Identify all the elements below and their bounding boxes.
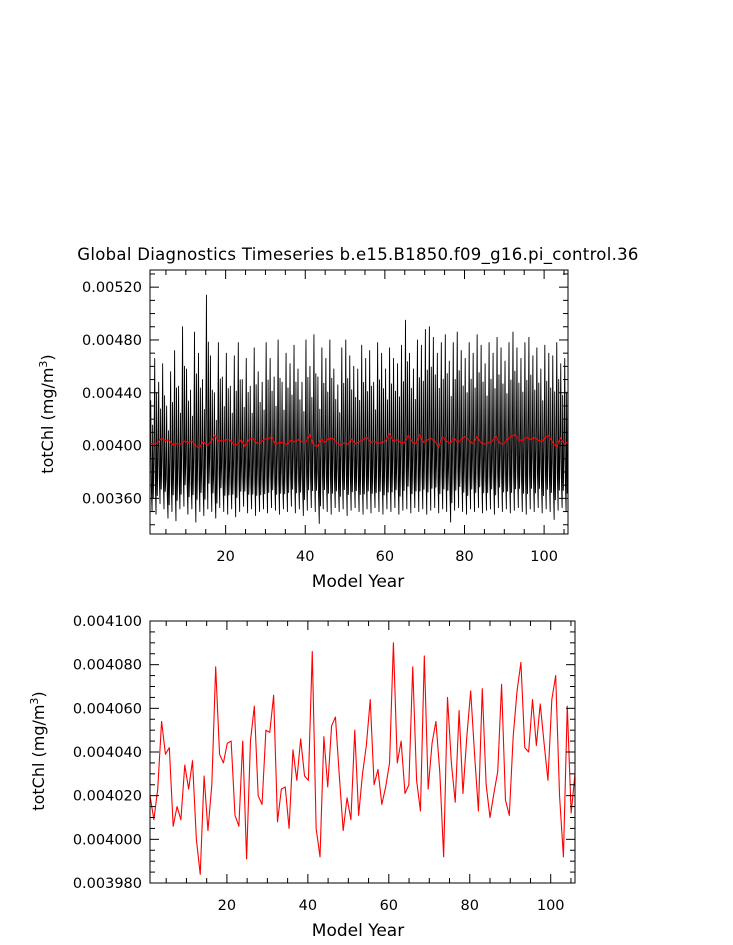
axes-top: 20 40 60 80 100 0.00360 0.00400 0.00440 0.00480 0… xyxy=(82,269,569,565)
y-tick-label: 0.004100 xyxy=(73,614,142,630)
x-tick-label: 100 xyxy=(530,549,558,565)
y-axis-label-bottom: totChl (mg/m3) xyxy=(28,691,48,810)
plot-frame xyxy=(149,269,569,535)
figure-title: Global Diagnostics Timeseries b.e15.B185… xyxy=(77,245,638,265)
x-axis-label-top: Model Year xyxy=(312,572,404,592)
axes-bottom: 20 40 60 80 100 0.003980 0.004000 0.004020 0.004… xyxy=(73,614,576,914)
plot-area-bottom xyxy=(150,642,575,875)
x-tick-label: 40 xyxy=(299,898,317,914)
y-tick-label: 0.00520 xyxy=(82,280,142,296)
y-tick-label: 0.00480 xyxy=(82,333,142,349)
y-tick-label: 0.00440 xyxy=(82,386,142,402)
timeseries-panel-top: 20 40 60 80 100 0.00360 0.00400 0.00440 0.00480 0… xyxy=(37,269,569,592)
x-tick-label: 100 xyxy=(537,898,565,914)
monthly-series-line-0 xyxy=(150,294,568,524)
y-tick-label: 0.004080 xyxy=(73,658,142,674)
x-tick-label: 60 xyxy=(376,549,394,565)
annual-mean-line-1 xyxy=(150,642,575,875)
y-tick-label: 0.00400 xyxy=(82,439,142,455)
y-tick-label: 0.00360 xyxy=(82,491,142,507)
x-tick-label: 20 xyxy=(218,898,236,914)
y-tick-label: 0.004000 xyxy=(73,832,142,848)
x-tick-label: 20 xyxy=(216,549,234,565)
x-axis-label-bottom: Model Year xyxy=(312,921,404,941)
x-tick-label: 40 xyxy=(296,549,314,565)
y-tick-label: 0.004020 xyxy=(73,789,142,805)
x-tick-label: 80 xyxy=(461,898,479,914)
y-tick-label: 0.004040 xyxy=(73,745,142,761)
y-tick-label: 0.003980 xyxy=(73,876,142,892)
annual-mean-line-0 xyxy=(150,433,568,449)
y-axis-label-top: totChl (mg/m3) xyxy=(37,354,57,473)
plot-frame xyxy=(149,620,576,884)
y-tick-label: 0.004060 xyxy=(73,701,142,717)
timeseries-panel-bottom: 20 40 60 80 100 0.003980 0.004000 0.004020 0.004… xyxy=(28,614,576,941)
x-tick-label: 60 xyxy=(380,898,398,914)
x-tick-label: 80 xyxy=(455,549,473,565)
plot-area-top xyxy=(150,294,568,524)
